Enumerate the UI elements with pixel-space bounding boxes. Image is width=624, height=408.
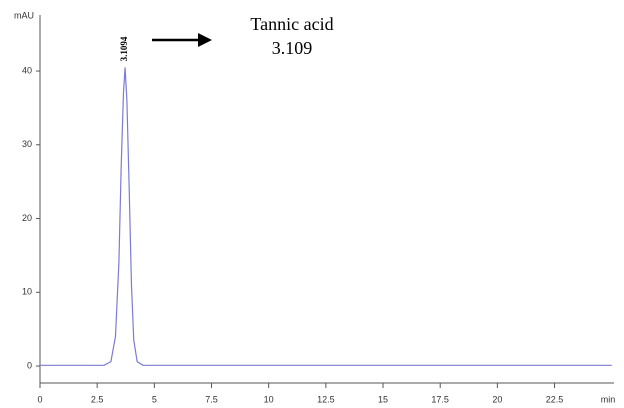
y-axis-label: mAU [14, 10, 34, 20]
chromatogram-line [40, 67, 612, 366]
annotation-name: Tannic acid [250, 14, 333, 34]
arrow-head [198, 33, 212, 47]
x-tick-label: 5 [152, 394, 157, 404]
y-tick-label: 30 [22, 139, 32, 149]
x-tick-label: 10 [264, 394, 274, 404]
x-tick-label: 17.5 [431, 394, 449, 404]
annotation-value: 3.109 [272, 38, 313, 58]
y-tick-label: 40 [22, 65, 32, 75]
y-tick-label: 20 [22, 213, 32, 223]
x-tick-label: 7.5 [205, 394, 218, 404]
x-tick-label: 22.5 [546, 394, 564, 404]
x-tick-label: 2.5 [91, 394, 104, 404]
x-tick-label: 20 [492, 394, 502, 404]
x-tick-label: 0 [37, 394, 42, 404]
y-tick-label: 10 [22, 287, 32, 297]
x-tick-label: 15 [378, 394, 388, 404]
peak-label: 3.1094 [119, 36, 129, 61]
x-tick-label: 12.5 [317, 394, 335, 404]
y-tick-label: 0 [27, 360, 32, 370]
x-axis-label: min [601, 394, 616, 404]
